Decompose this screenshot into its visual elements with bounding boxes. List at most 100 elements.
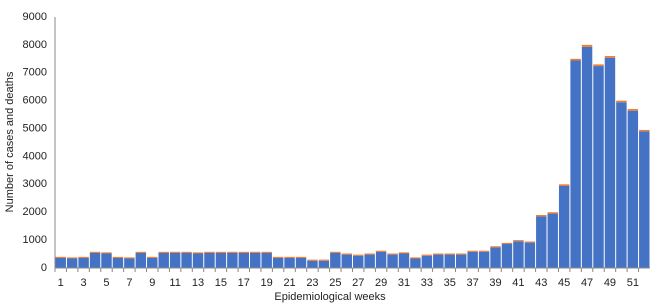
y-tick-label: 4000: [23, 150, 47, 162]
bar-segment: [627, 109, 639, 111]
bar-segment: [513, 241, 524, 268]
bar-segment: [524, 241, 536, 243]
bar-segment: [593, 66, 604, 268]
bar-segment: [570, 60, 581, 268]
bar-segment: [375, 251, 387, 268]
x-tick-label: 3: [81, 277, 87, 289]
x-tick-label: 21: [283, 277, 295, 289]
bar-segment: [250, 251, 261, 253]
bar-segment: [261, 252, 272, 268]
bar-segment: [307, 259, 318, 261]
bar-segment: [547, 212, 558, 214]
bar-segment: [55, 256, 66, 258]
bar-segment: [318, 260, 330, 268]
x-tick-label: 17: [238, 277, 250, 289]
bar-segment: [398, 253, 410, 268]
bar-segment: [536, 216, 547, 268]
bar-segment: [478, 251, 490, 268]
bar-segment: [238, 252, 250, 268]
bar-segment: [66, 258, 78, 268]
bar-segment: [639, 131, 650, 268]
bar-segment: [410, 258, 421, 268]
bar-segment: [341, 254, 352, 268]
x-tick-label: 39: [489, 277, 501, 289]
bar-segment: [89, 252, 101, 268]
bar-segment: [353, 255, 364, 268]
bar-segment: [181, 252, 192, 268]
bar-segment: [558, 186, 570, 268]
bar-segment: [444, 253, 455, 255]
bar-segment: [455, 253, 467, 255]
bar-segment: [616, 102, 627, 268]
bar-segment: [490, 247, 501, 268]
x-tick-label: 29: [375, 277, 387, 289]
bar-segment: [318, 259, 330, 261]
bar-segment: [387, 254, 398, 268]
x-tick-label: 7: [126, 277, 132, 289]
x-tick-label: 11: [169, 277, 180, 289]
bar-segment: [364, 253, 375, 255]
bar-segment: [478, 250, 490, 252]
bar-segment: [272, 256, 284, 258]
bar-segment: [192, 253, 204, 268]
bar-segment: [410, 257, 421, 259]
bar-segment: [215, 251, 227, 253]
bar-segment: [204, 251, 215, 253]
x-axis-title: Epidemiological weeks: [274, 291, 386, 303]
bar-segment: [536, 215, 547, 217]
x-tick-label: 19: [261, 277, 273, 289]
bar-segment: [627, 110, 639, 268]
x-tick-label: 45: [558, 277, 570, 289]
bar-segment: [272, 257, 284, 268]
bar-segment: [547, 213, 558, 268]
bar-segment: [192, 252, 204, 254]
bar-segment: [330, 251, 341, 253]
x-tick-label: 27: [352, 277, 364, 289]
bar-segment: [295, 256, 307, 258]
y-axis-title: Number of cases and deaths: [4, 71, 16, 212]
x-tick-label: 35: [444, 277, 456, 289]
bar-segment: [639, 129, 650, 132]
bar-segment: [490, 246, 501, 248]
bar-segment: [78, 257, 89, 268]
x-tick-label: 9: [149, 277, 155, 289]
x-tick-label: 31: [398, 277, 410, 289]
bar-segment: [158, 252, 169, 268]
bar-segment: [158, 251, 169, 253]
bar-segment: [101, 252, 112, 254]
bar-segment: [524, 242, 536, 268]
bar-segment: [112, 256, 124, 258]
x-tick-label: 5: [103, 277, 109, 289]
x-tick-label: 33: [421, 277, 433, 289]
x-tick-label: 37: [467, 277, 479, 289]
x-tick-label: 43: [535, 277, 547, 289]
x-tick-label: 49: [604, 277, 616, 289]
bar-segment: [581, 46, 593, 268]
bar-segment: [570, 58, 581, 61]
bar-segment: [135, 251, 147, 253]
bar-segment: [387, 253, 398, 255]
y-tick-label: 9000: [23, 11, 47, 23]
x-tick-label: 25: [329, 277, 341, 289]
bar-segment: [433, 254, 444, 268]
bar-segment: [101, 253, 112, 268]
bar-segment: [66, 257, 78, 259]
x-tick-label: 47: [581, 277, 593, 289]
bar-segment: [261, 251, 272, 253]
bar-segment: [284, 256, 295, 258]
bar-segment: [89, 251, 101, 253]
bar-segment: [444, 254, 455, 268]
bar-segment: [181, 251, 192, 253]
bar-segment: [55, 257, 66, 268]
bar-segment: [433, 253, 444, 255]
y-tick-label: 6000: [23, 95, 47, 107]
bar-segment: [227, 252, 238, 268]
bar-segment: [421, 255, 433, 268]
y-tick-label: 2000: [23, 206, 47, 218]
bar-segment: [593, 64, 604, 67]
bar-segment: [375, 250, 387, 252]
bar-segment: [112, 257, 124, 268]
bar-segment: [398, 252, 410, 254]
bar-segment: [238, 251, 250, 253]
